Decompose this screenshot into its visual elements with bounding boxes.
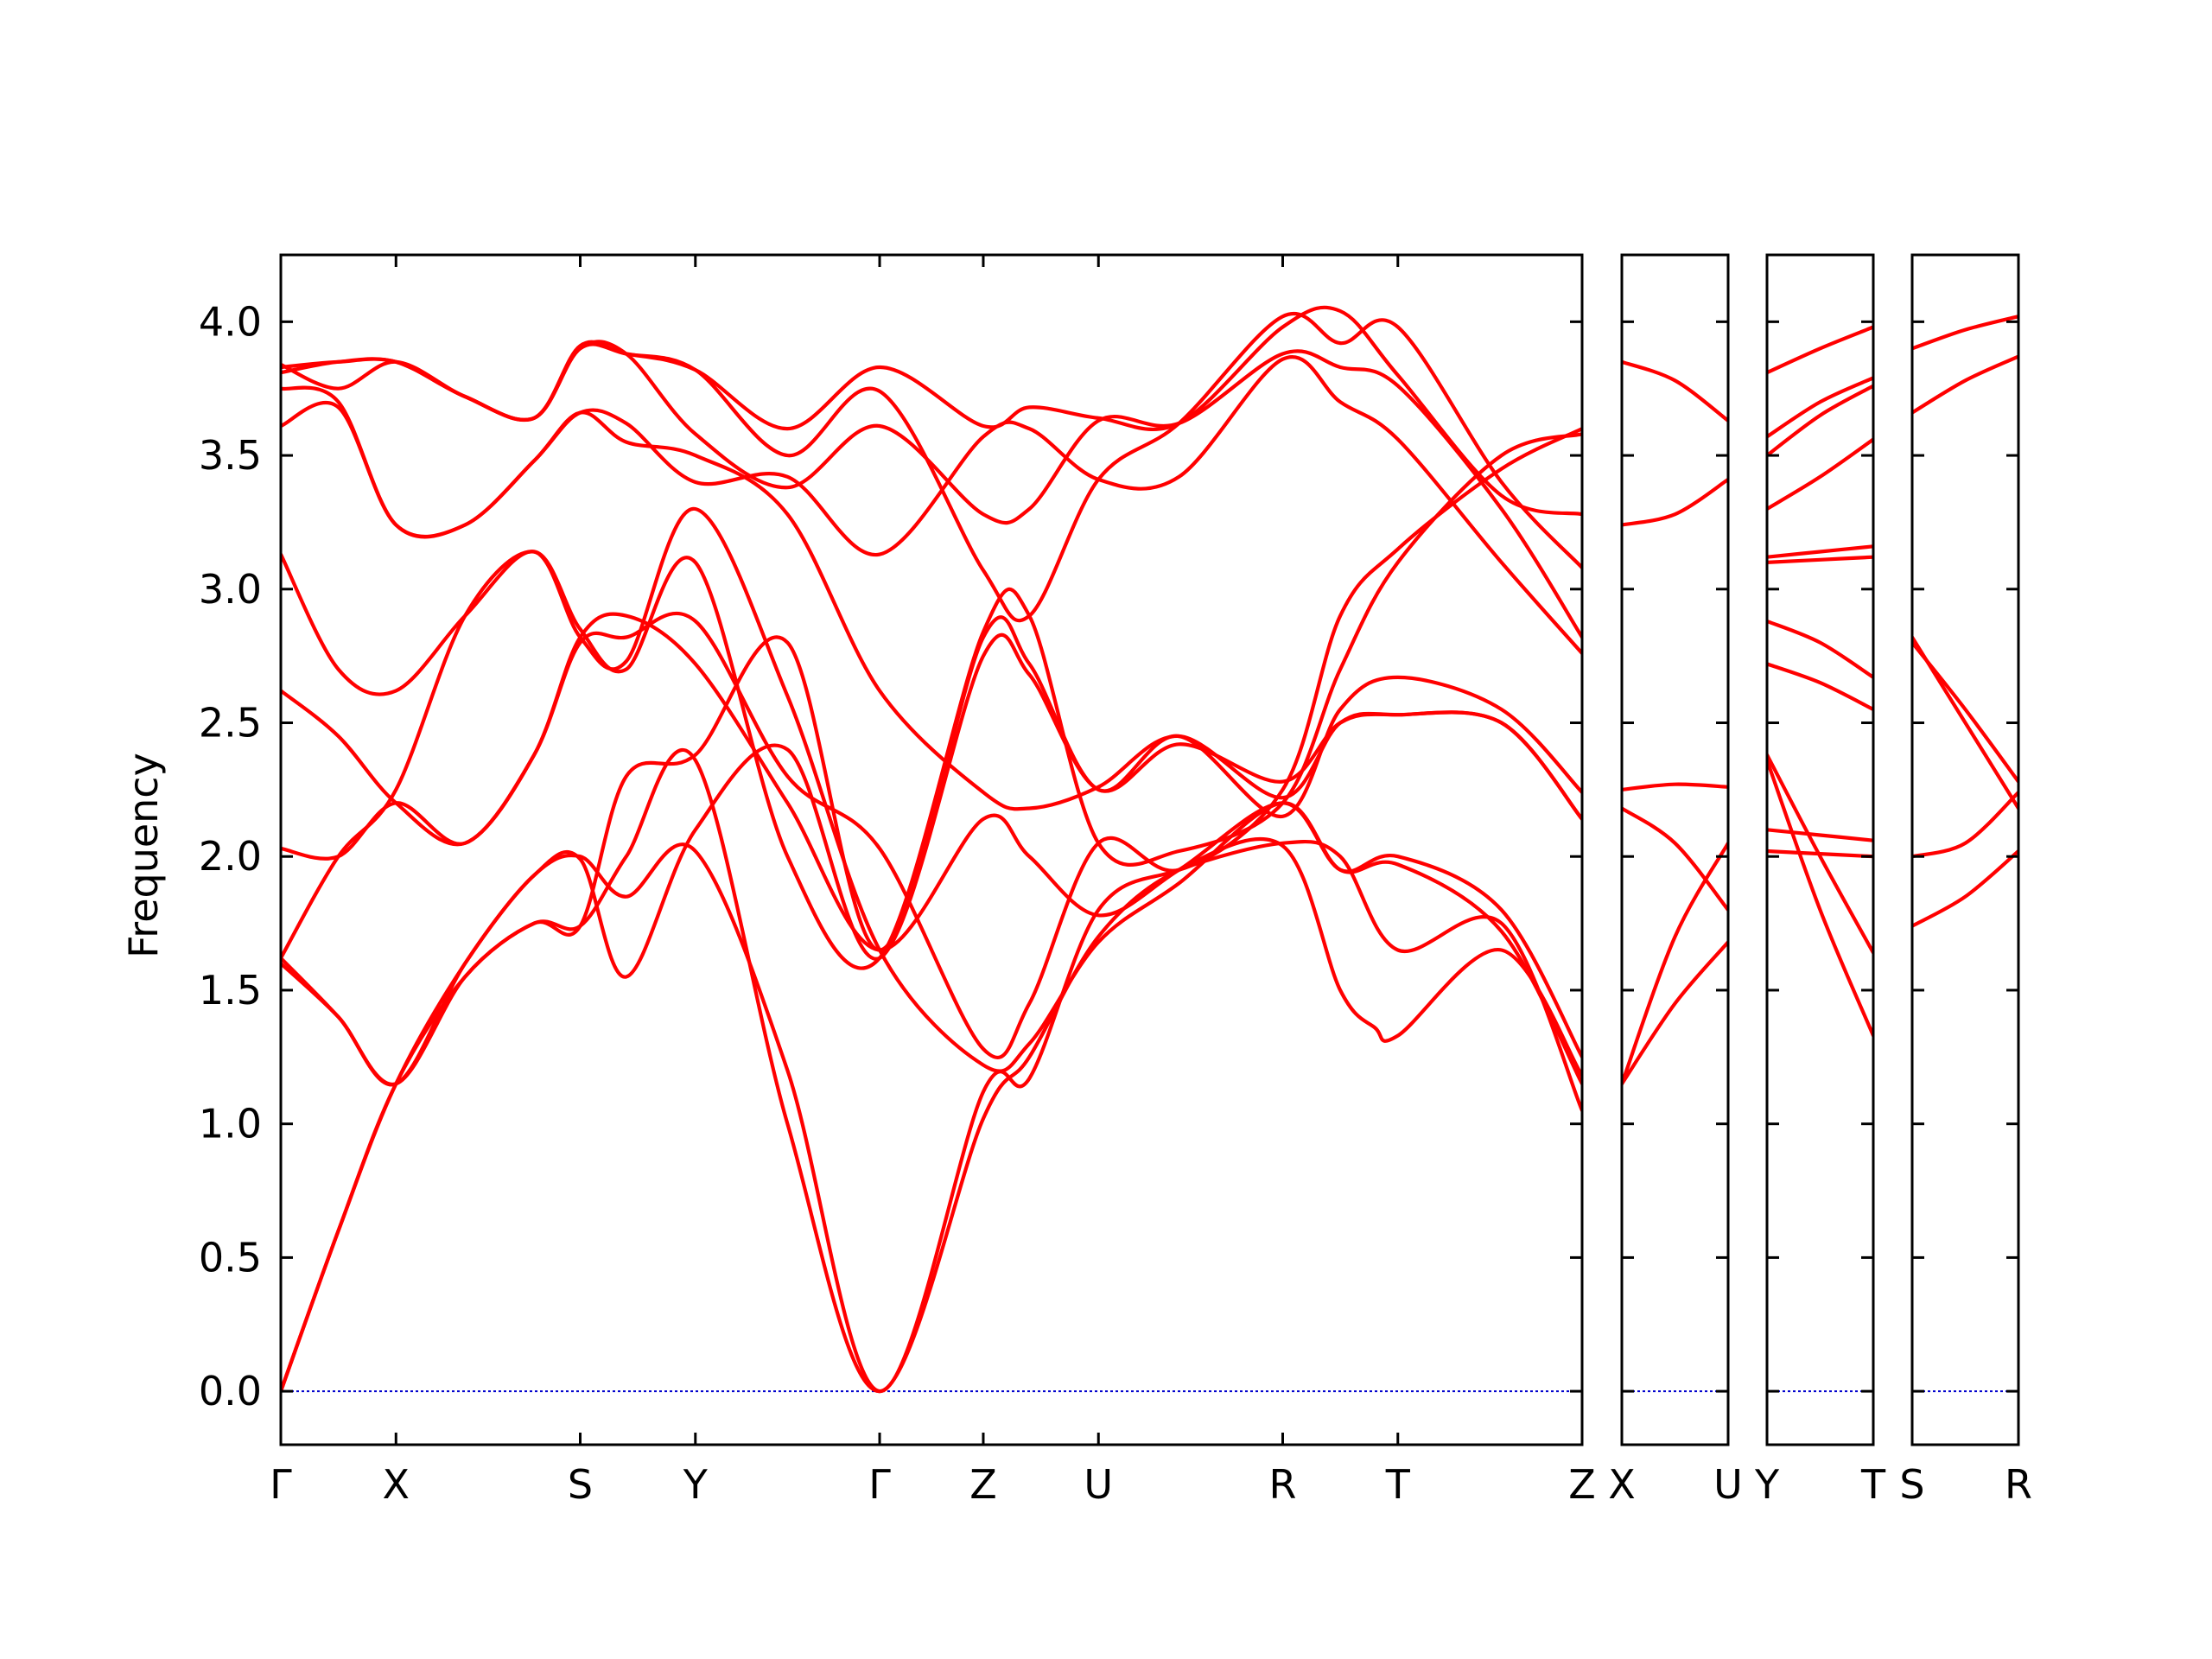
y-tick-label: 4.0	[199, 298, 262, 345]
band-1-8	[281, 506, 1582, 1086]
band-3-1	[1767, 758, 1873, 1038]
band-1-11	[281, 340, 1582, 639]
x-tick-label: S	[568, 1461, 593, 1508]
band-4-4	[1912, 640, 2018, 784]
band-3-8	[1767, 544, 1873, 559]
panel-frame	[279, 253, 1584, 1446]
y-tick-label: 3.0	[199, 566, 262, 613]
x-tick-label: S	[1899, 1461, 1924, 1508]
y-tick-label: 2.5	[199, 700, 262, 747]
band-3-4	[1767, 828, 1873, 842]
band-1-4	[281, 615, 1582, 1086]
x-tick-label: R	[2005, 1461, 2032, 1508]
band-1-2	[281, 839, 1582, 1394]
band-3-5	[1767, 662, 1873, 712]
band-2-5	[1622, 477, 1728, 527]
x-tick-label: U	[1713, 1461, 1743, 1508]
panel-1: 0.0 0.5 1.0 1.5 2.0 2.5 3.0 3.5 4.0 Γ X S Y Γ Z U R T Z	[199, 253, 1596, 1508]
band-4-2	[1912, 790, 2018, 859]
band-2-4	[1622, 782, 1728, 791]
x-tick-label: Y	[683, 1461, 709, 1508]
x-tick-label: T	[1860, 1461, 1886, 1508]
panel-frame	[1910, 253, 2020, 1446]
band-1-5	[281, 432, 1582, 970]
band-1-13	[281, 305, 1582, 517]
x-tick-label: Γ	[868, 1461, 891, 1508]
x-tick-label: Y	[1754, 1461, 1780, 1508]
y-tick-label: 0.5	[199, 1234, 262, 1281]
y-tick-label: 2.0	[199, 833, 262, 880]
y-tick-label: 0.0	[199, 1368, 262, 1414]
band-1-3	[281, 632, 1582, 1087]
x-tick-label: Γ	[270, 1461, 292, 1508]
x-tick-label: X	[383, 1461, 410, 1508]
band-3-6	[1767, 619, 1873, 679]
y-tick-label: 1.0	[199, 1101, 262, 1147]
x-tick-label: Z	[1568, 1461, 1596, 1508]
band-3-12	[1767, 325, 1873, 375]
band-3-9	[1767, 437, 1873, 512]
x-tick-label: Z	[969, 1461, 997, 1508]
panel-frame	[1620, 253, 1730, 1446]
x-tick-label: U	[1084, 1461, 1113, 1508]
band-2-3	[1622, 806, 1728, 912]
band-3-11	[1767, 376, 1873, 439]
band-2-1	[1622, 940, 1728, 1086]
band-3-10	[1767, 384, 1873, 458]
band-3-2	[1767, 753, 1873, 955]
band-1-1	[281, 748, 1582, 1394]
x-tick-label: X	[1608, 1461, 1636, 1508]
x-tick-label: T	[1385, 1461, 1411, 1508]
band-1-10	[281, 355, 1582, 656]
band-3-7	[1767, 555, 1873, 564]
band-4-1	[1912, 849, 2018, 928]
y-tick-label: 1.5	[199, 967, 262, 1014]
x-tick-label: R	[1269, 1461, 1297, 1508]
band-4-5	[1912, 354, 2018, 415]
band-4-6	[1912, 315, 2018, 351]
panel-frame	[1765, 253, 1875, 1446]
y-tick-label: 3.5	[199, 432, 262, 479]
band-2-2	[1622, 841, 1728, 1086]
y-axis-label: Frequency	[120, 753, 167, 958]
band-2-6	[1622, 359, 1728, 423]
